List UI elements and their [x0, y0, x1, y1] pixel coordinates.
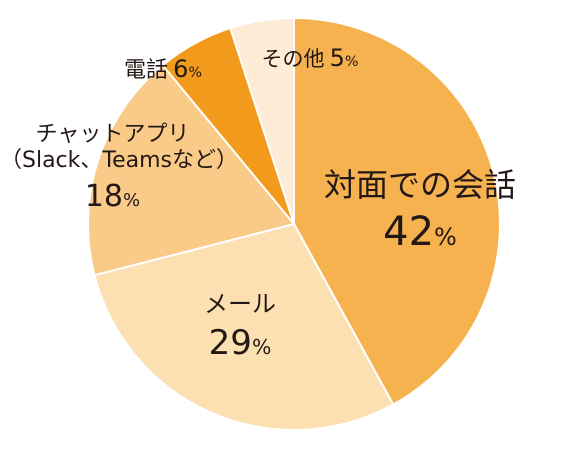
slice-percent: 29%	[209, 323, 272, 363]
percent-sign: %	[434, 223, 457, 252]
pie-slice	[93, 222, 395, 431]
slice-percent: 5%	[330, 44, 359, 72]
slice-label-text: 電話	[123, 58, 168, 83]
slice-percent: 42%	[383, 209, 457, 255]
slice-label: メール 29%	[180, 290, 300, 364]
slice-percent: 18%	[85, 179, 140, 214]
slice-value: 42	[383, 209, 435, 256]
pie-slice	[229, 16, 295, 225]
slice-sublabel: （Slack、Teamsなど）	[0, 148, 239, 174]
slice-label: チャットアプリ （Slack、Teamsなど） 18%	[0, 122, 238, 215]
slice-value: 5	[329, 44, 345, 72]
pie-slice	[87, 63, 296, 277]
slice-label-text: 対面での会話	[323, 166, 516, 204]
percent-sign: %	[188, 65, 203, 81]
slice-value: 18	[84, 178, 124, 214]
slice-label-text: その他	[261, 47, 325, 71]
slice-value: 6	[173, 55, 189, 83]
slice-label: 電話 6%	[108, 55, 218, 84]
slice-label: 対面での会話 42%	[315, 166, 525, 256]
percent-sign: %	[344, 54, 359, 70]
percent-sign: %	[123, 189, 141, 211]
slice-label-text: メール	[204, 290, 276, 318]
slice-percent: 6%	[173, 55, 202, 83]
pie-slice	[293, 16, 501, 406]
percent-sign: %	[251, 334, 272, 359]
slice-label: その他 5%	[240, 44, 380, 73]
slice-value: 29	[208, 322, 252, 363]
slice-label-text: チャットアプリ	[35, 122, 190, 147]
